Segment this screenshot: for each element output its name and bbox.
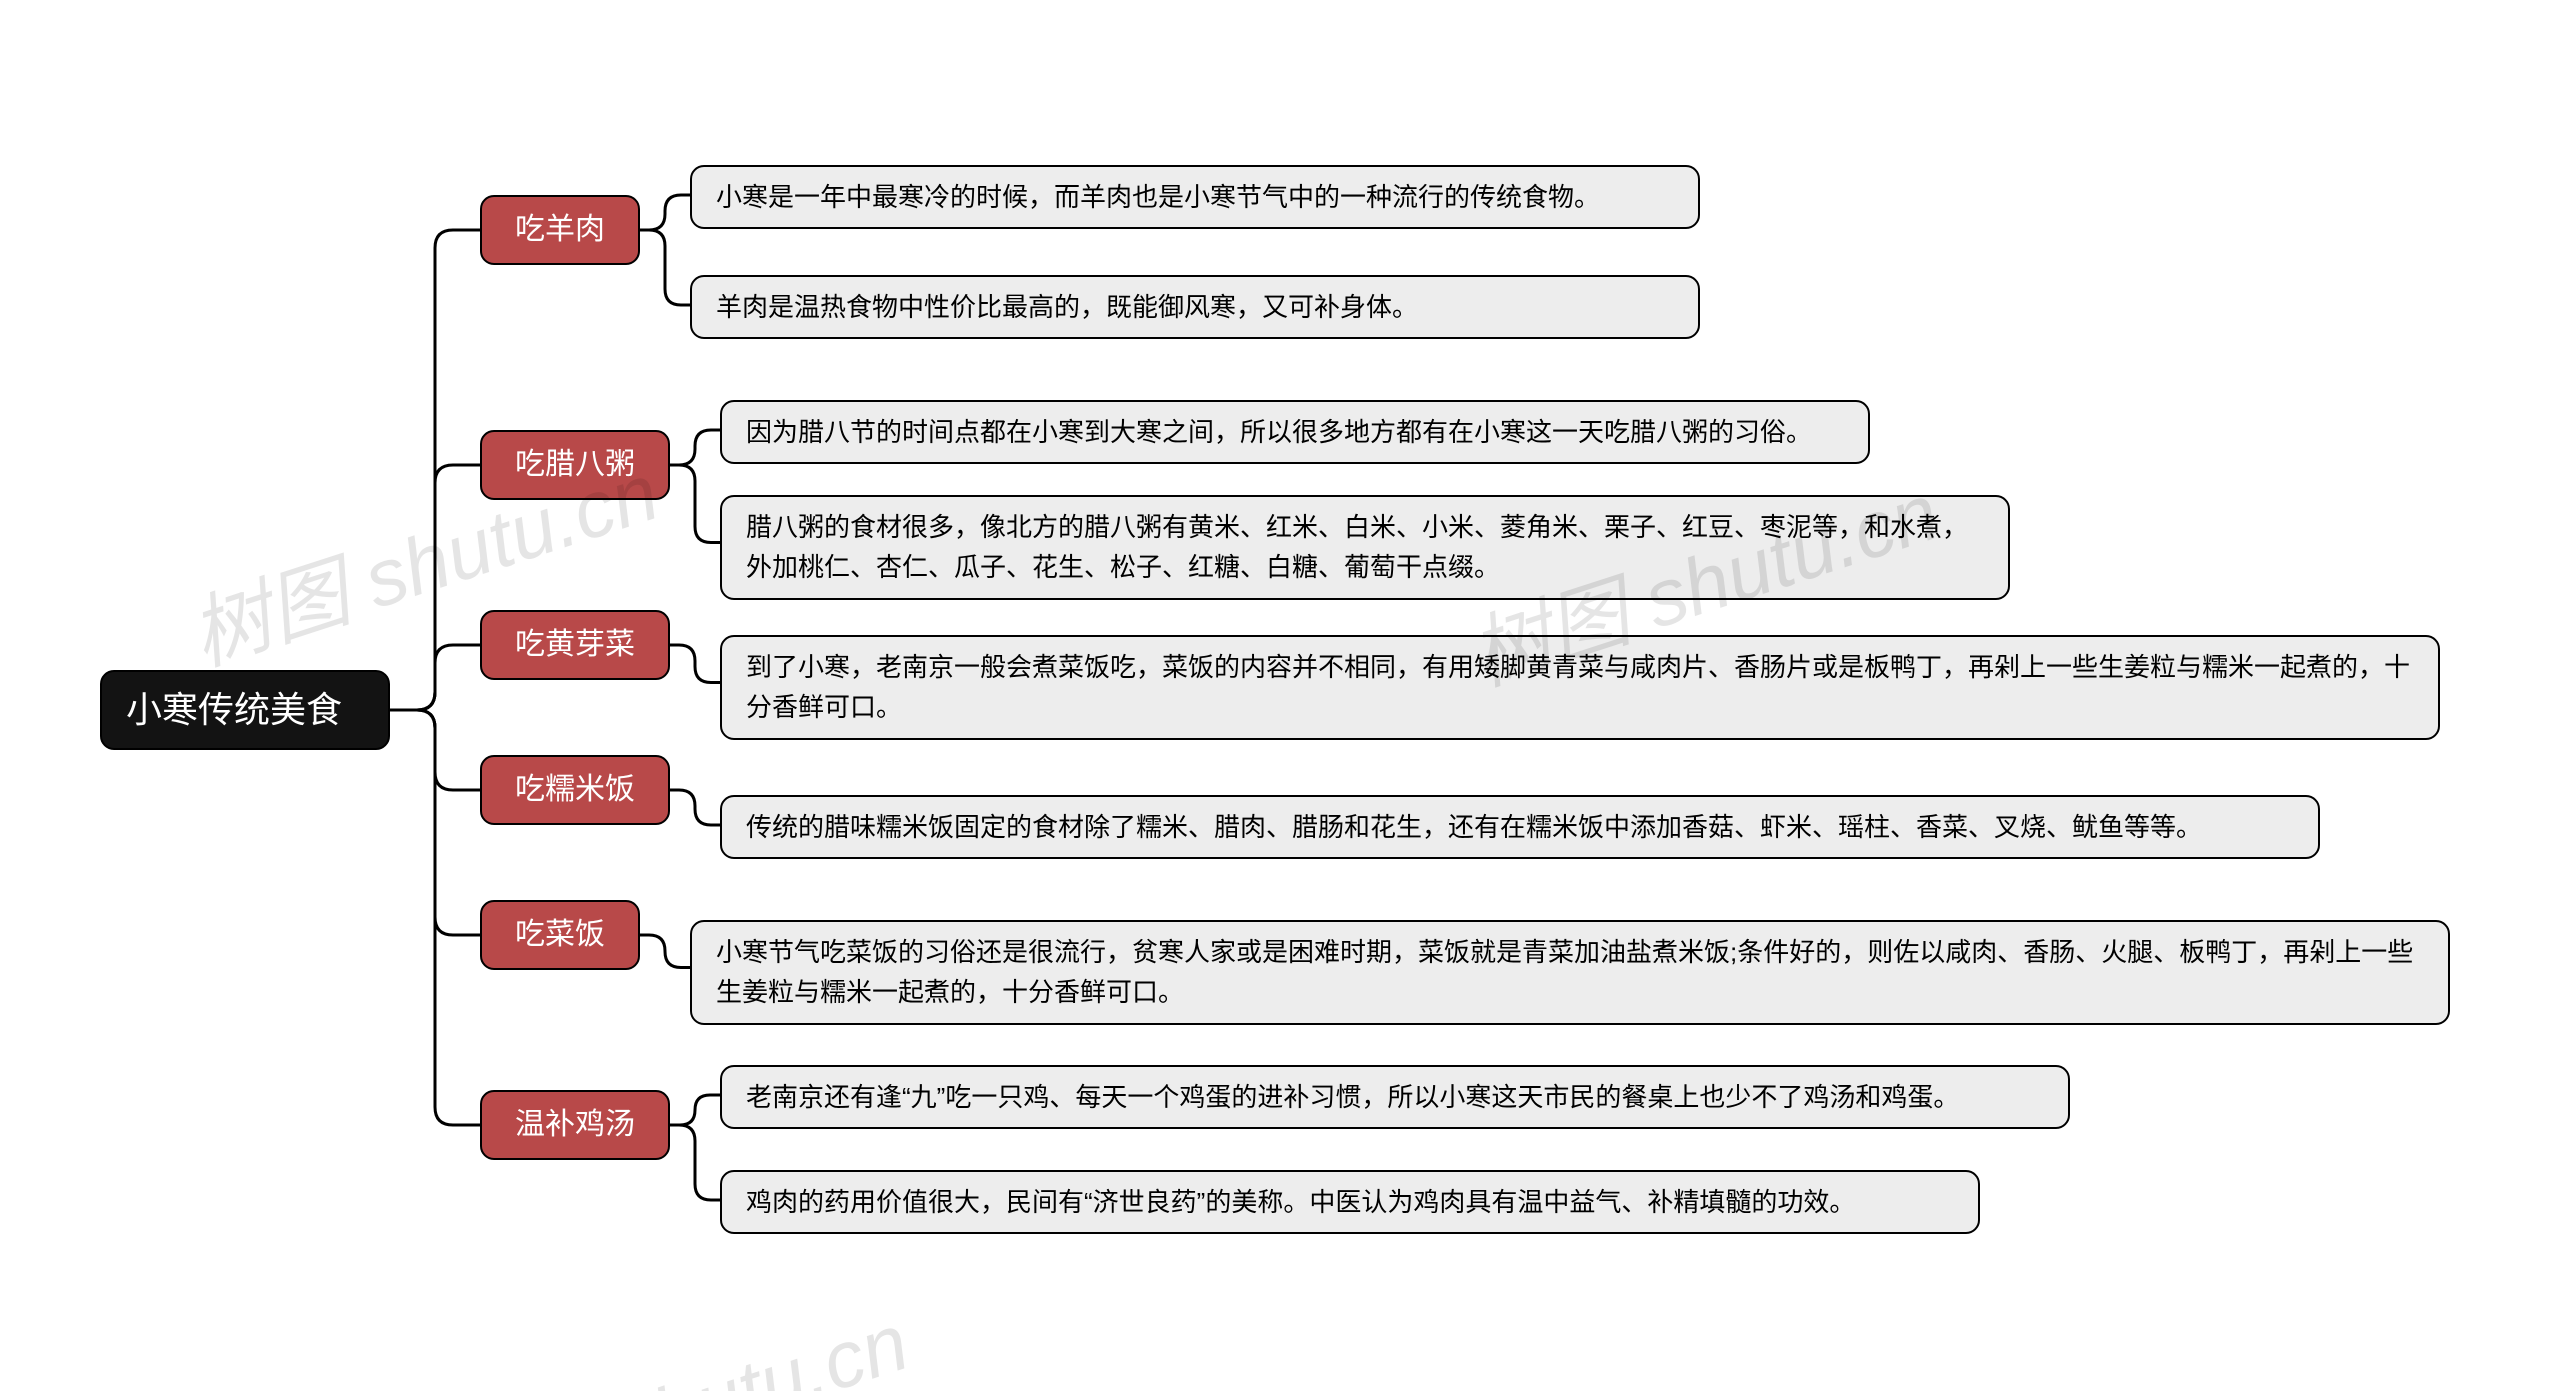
watermark: 树图 shutu.cn	[424, 1278, 921, 1391]
branch-node: 吃糯米饭	[480, 755, 670, 825]
connector	[640, 935, 690, 968]
leaf-text: 羊肉是温热食物中性价比最高的，既能御风寒，又可补身体。	[716, 287, 1418, 327]
connector	[390, 465, 480, 710]
branch-label: 吃羊肉	[515, 207, 605, 254]
connector	[670, 645, 720, 683]
leaf-node: 老南京还有逢“九”吃一只鸡、每天一个鸡蛋的进补习惯，所以小寒这天市民的餐桌上也少…	[720, 1065, 2070, 1129]
connector	[390, 230, 480, 710]
root-node: 小寒传统美食	[100, 670, 390, 750]
connector	[390, 710, 480, 935]
branch-label: 温补鸡汤	[515, 1102, 635, 1149]
connector	[390, 710, 480, 1125]
leaf-text: 小寒是一年中最寒冷的时候，而羊肉也是小寒节气中的一种流行的传统食物。	[716, 177, 1600, 217]
leaf-text: 因为腊八节的时间点都在小寒到大寒之间，所以很多地方都有在小寒这一天吃腊八粥的习俗…	[746, 412, 1812, 452]
connector	[670, 1095, 720, 1125]
leaf-text: 腊八粥的食材很多，像北方的腊八粥有黄米、红米、白米、小米、菱角米、栗子、红豆、枣…	[746, 507, 1984, 588]
leaf-text: 到了小寒，老南京一般会煮菜饭吃，菜饭的内容并不相同，有用矮脚黄青菜与咸肉片、香肠…	[746, 647, 2414, 728]
mindmap-canvas: 小寒传统美食 吃羊肉 小寒是一年中最寒冷的时候，而羊肉也是小寒节气中的一种流行的传统…	[0, 0, 2560, 1391]
connector	[670, 1125, 720, 1200]
branch-node: 温补鸡汤	[480, 1090, 670, 1160]
branch-node: 吃羊肉	[480, 195, 640, 265]
branch-node: 吃黄芽菜	[480, 610, 670, 680]
branch-node: 吃腊八粥	[480, 430, 670, 500]
connector	[670, 465, 720, 543]
root-label: 小寒传统美食	[126, 682, 342, 738]
leaf-text: 传统的腊味糯米饭固定的食材除了糯米、腊肉、腊肠和花生，还有在糯米饭中添加香菇、虾…	[746, 807, 2202, 847]
branch-label: 吃腊八粥	[515, 442, 635, 489]
leaf-text: 鸡肉的药用价值很大，民间有“济世良药”的美称。中医认为鸡肉具有温中益气、补精填髓…	[746, 1182, 1855, 1222]
connector	[670, 430, 720, 465]
leaf-node: 传统的腊味糯米饭固定的食材除了糯米、腊肉、腊肠和花生，还有在糯米饭中添加香菇、虾…	[720, 795, 2320, 859]
connector	[670, 790, 720, 825]
leaf-node: 小寒节气吃菜饭的习俗还是很流行，贫寒人家或是困难时期，菜饭就是青菜加油盐煮米饭;…	[690, 920, 2450, 1025]
connector	[640, 230, 690, 305]
branch-label: 吃糯米饭	[515, 767, 635, 814]
leaf-node: 鸡肉的药用价值很大，民间有“济世良药”的美称。中医认为鸡肉具有温中益气、补精填髓…	[720, 1170, 1980, 1234]
branch-node: 吃菜饭	[480, 900, 640, 970]
branch-label: 吃黄芽菜	[515, 622, 635, 669]
leaf-node: 到了小寒，老南京一般会煮菜饭吃，菜饭的内容并不相同，有用矮脚黄青菜与咸肉片、香肠…	[720, 635, 2440, 740]
branch-label: 吃菜饭	[515, 912, 605, 959]
leaf-node: 羊肉是温热食物中性价比最高的，既能御风寒，又可补身体。	[690, 275, 1700, 339]
leaf-node: 小寒是一年中最寒冷的时候，而羊肉也是小寒节气中的一种流行的传统食物。	[690, 165, 1700, 229]
leaf-node: 因为腊八节的时间点都在小寒到大寒之间，所以很多地方都有在小寒这一天吃腊八粥的习俗…	[720, 400, 1870, 464]
leaf-text: 老南京还有逢“九”吃一只鸡、每天一个鸡蛋的进补习惯，所以小寒这天市民的餐桌上也少…	[746, 1077, 1959, 1117]
connector	[390, 645, 480, 710]
leaf-text: 小寒节气吃菜饭的习俗还是很流行，贫寒人家或是困难时期，菜饭就是青菜加油盐煮米饭;…	[716, 932, 2424, 1013]
leaf-node: 腊八粥的食材很多，像北方的腊八粥有黄米、红米、白米、小米、菱角米、栗子、红豆、枣…	[720, 495, 2010, 600]
connector	[390, 710, 480, 790]
connector	[640, 195, 690, 230]
